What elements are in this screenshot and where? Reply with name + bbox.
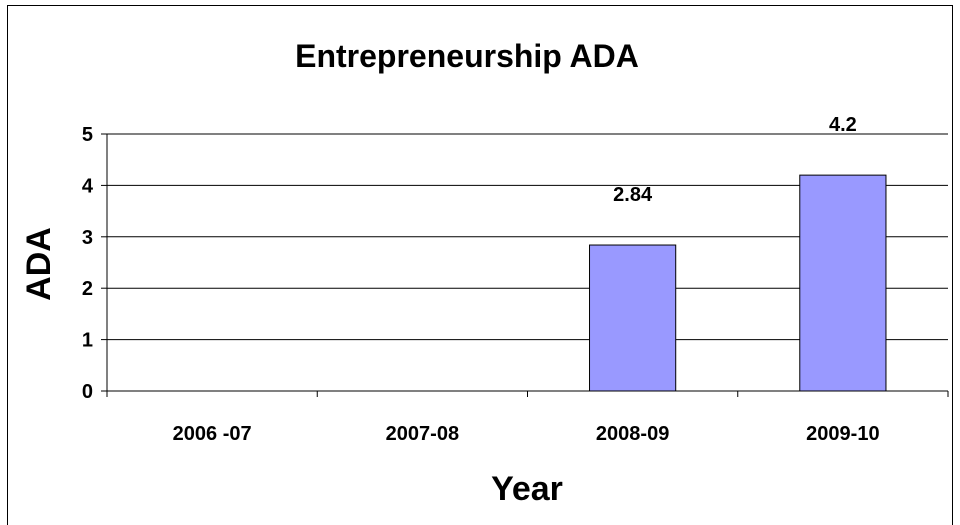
x-tick-label: 2007-08: [386, 423, 459, 445]
y-tick-label: 0: [82, 381, 93, 403]
x-tick-label: 2006 -07: [173, 423, 252, 445]
x-axis-title: Year: [491, 470, 563, 508]
bar: [589, 244, 677, 392]
chart-frame: [7, 5, 953, 525]
chart-title: Entrepreneurship ADA: [295, 38, 639, 74]
y-tick-label: 1: [82, 330, 93, 352]
data-label: 2.84: [613, 184, 653, 206]
y-tick-label: 2: [82, 278, 93, 300]
y-tick-label: 5: [82, 124, 93, 146]
y-tick-label: 3: [82, 227, 93, 249]
x-tick-label: 2008-09: [596, 423, 669, 445]
x-tick-label: 2009-10: [806, 423, 879, 445]
y-tick-label: 4: [82, 175, 94, 197]
y-axis-title: ADA: [20, 227, 58, 301]
data-label: 4.2: [829, 114, 857, 136]
bar: [799, 174, 887, 392]
